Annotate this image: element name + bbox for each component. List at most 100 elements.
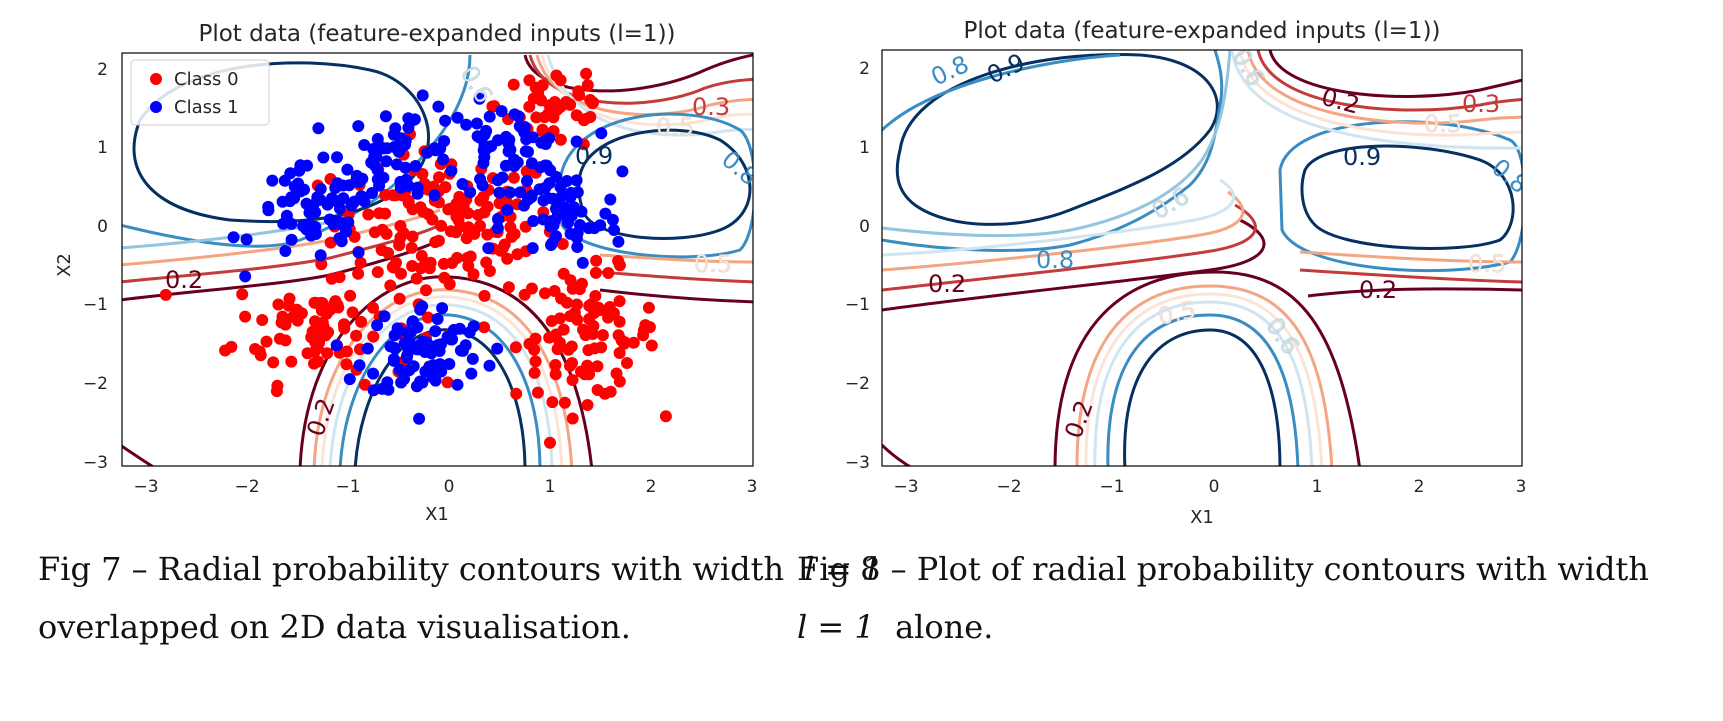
- class-1-point: [413, 412, 426, 425]
- class-1-point: [547, 219, 560, 232]
- class-1-point: [576, 256, 589, 269]
- class-0-point: [325, 302, 338, 315]
- class-0-point: [549, 359, 562, 371]
- contour-label: 0.5: [1155, 296, 1198, 331]
- class-1-point: [474, 173, 487, 186]
- fig8-plot-area: 0.2 0.3 0.5 0.6 0.8 0.9 0.8 0.9 0.6 0.2 …: [882, 50, 1522, 466]
- class-0-point: [421, 311, 434, 324]
- x-tick-label: −2: [234, 477, 259, 497]
- class-0-point: [590, 254, 603, 267]
- legend-marker-class-0: [150, 73, 162, 85]
- fig8-y-ticks: 2 1 0 −1 −2 −3: [845, 59, 870, 473]
- class-0-point: [581, 79, 594, 92]
- x-tick-label: 0: [1209, 477, 1220, 497]
- class-1-point: [384, 340, 397, 353]
- class-1-point: [526, 242, 539, 255]
- class-0-point: [308, 357, 320, 370]
- class-1-point: [521, 175, 533, 187]
- fig7-chart: Plot data (feature-expanded inputs (l=1)…: [54, 21, 763, 525]
- class-0-point: [561, 296, 573, 309]
- class-1-point: [483, 359, 496, 372]
- class-0-point: [643, 321, 656, 334]
- class-0-point: [388, 261, 401, 274]
- class-0-point: [285, 355, 298, 368]
- class-1-point: [420, 336, 433, 349]
- x-tick-label: −3: [893, 477, 918, 497]
- class-0-point: [260, 335, 273, 348]
- x-tick-label: 0: [444, 477, 455, 497]
- class-0-point: [566, 282, 579, 295]
- contour-label: 0.8: [716, 145, 763, 191]
- class-1-point: [300, 197, 313, 210]
- class-1-point: [352, 120, 365, 133]
- class-0-point: [645, 339, 658, 352]
- fig8-x-axis-label: X1: [1190, 507, 1214, 528]
- class-1-point: [562, 216, 574, 229]
- class-0-point: [501, 252, 514, 265]
- class-1-point: [358, 139, 371, 151]
- class-0-point: [406, 203, 419, 216]
- class-1-point: [429, 144, 442, 157]
- class-1-point: [304, 207, 317, 219]
- class-1-point: [343, 373, 356, 386]
- class-0-point: [317, 320, 330, 333]
- y-tick-label: 1: [859, 138, 870, 158]
- fig7-caption-math: l = 1: [804, 550, 883, 588]
- class-1-point: [539, 181, 552, 194]
- class-0-point: [315, 258, 328, 271]
- class-0-point: [627, 336, 640, 349]
- class-0-point: [441, 376, 454, 389]
- class-0-point: [596, 329, 609, 342]
- class-0-point: [375, 244, 388, 257]
- class-1-point: [348, 195, 361, 208]
- class-0-point: [478, 289, 491, 302]
- fig7-caption: Fig 7 – Radial probability contours with…: [38, 540, 882, 656]
- class-0-point: [309, 315, 321, 328]
- class-0-point: [659, 410, 672, 423]
- class-1-point: [565, 186, 577, 199]
- contour-level-0.4-top: [1246, 50, 1522, 125]
- contour-level-0.6-bottom: [1093, 300, 1314, 466]
- y-tick-label: −3: [845, 453, 870, 473]
- class-1-point: [571, 241, 584, 253]
- class-1-point: [419, 346, 432, 358]
- class-0-point: [444, 225, 457, 238]
- fig7-plot-area: 0.2 0.3 0.5 0.6 0.8 0.9 0.2 0.5: [122, 53, 763, 466]
- class-0-point: [457, 199, 470, 212]
- class-0-point: [239, 310, 252, 323]
- class-0-point: [236, 288, 249, 301]
- contour-label: 0.9: [575, 142, 613, 170]
- contour-label: 0.3: [692, 93, 730, 121]
- contour-level-0.3-right: [599, 270, 753, 284]
- class-0-point: [546, 396, 559, 409]
- contour-level-0.8-bottom: [1106, 313, 1300, 466]
- class-1-point: [456, 178, 469, 190]
- class-0-point: [462, 223, 475, 236]
- class-1-point: [367, 384, 380, 397]
- class-0-point: [568, 306, 581, 319]
- class-0-point: [589, 266, 602, 279]
- class-1-point: [428, 189, 441, 202]
- class-1-point: [464, 186, 477, 199]
- class-0-point: [507, 171, 520, 184]
- class-1-point: [298, 183, 310, 196]
- x-tick-label: −2: [996, 477, 1021, 497]
- class-1-point: [504, 186, 517, 199]
- x-tick-label: −3: [133, 477, 158, 497]
- class-1-point: [551, 200, 564, 213]
- class-1-point: [312, 122, 325, 135]
- class-1-point: [378, 310, 391, 323]
- contour-level-0.2-corner: [882, 443, 912, 466]
- class-1-point: [388, 354, 400, 367]
- class-1-point: [407, 360, 420, 373]
- class-0-point: [621, 357, 633, 369]
- fig7-x-axis-label: X1: [425, 504, 449, 525]
- class-1-point: [445, 164, 458, 177]
- contour-label: 0.5: [656, 113, 694, 141]
- class-1-point: [377, 142, 390, 155]
- figure-8: Plot data (feature-expanded inputs (l=1)…: [840, 0, 1723, 540]
- contour-label: 0.2: [928, 270, 966, 298]
- class-1-point: [454, 344, 467, 357]
- class-0-point: [573, 89, 586, 102]
- x-tick-label: 1: [545, 477, 556, 497]
